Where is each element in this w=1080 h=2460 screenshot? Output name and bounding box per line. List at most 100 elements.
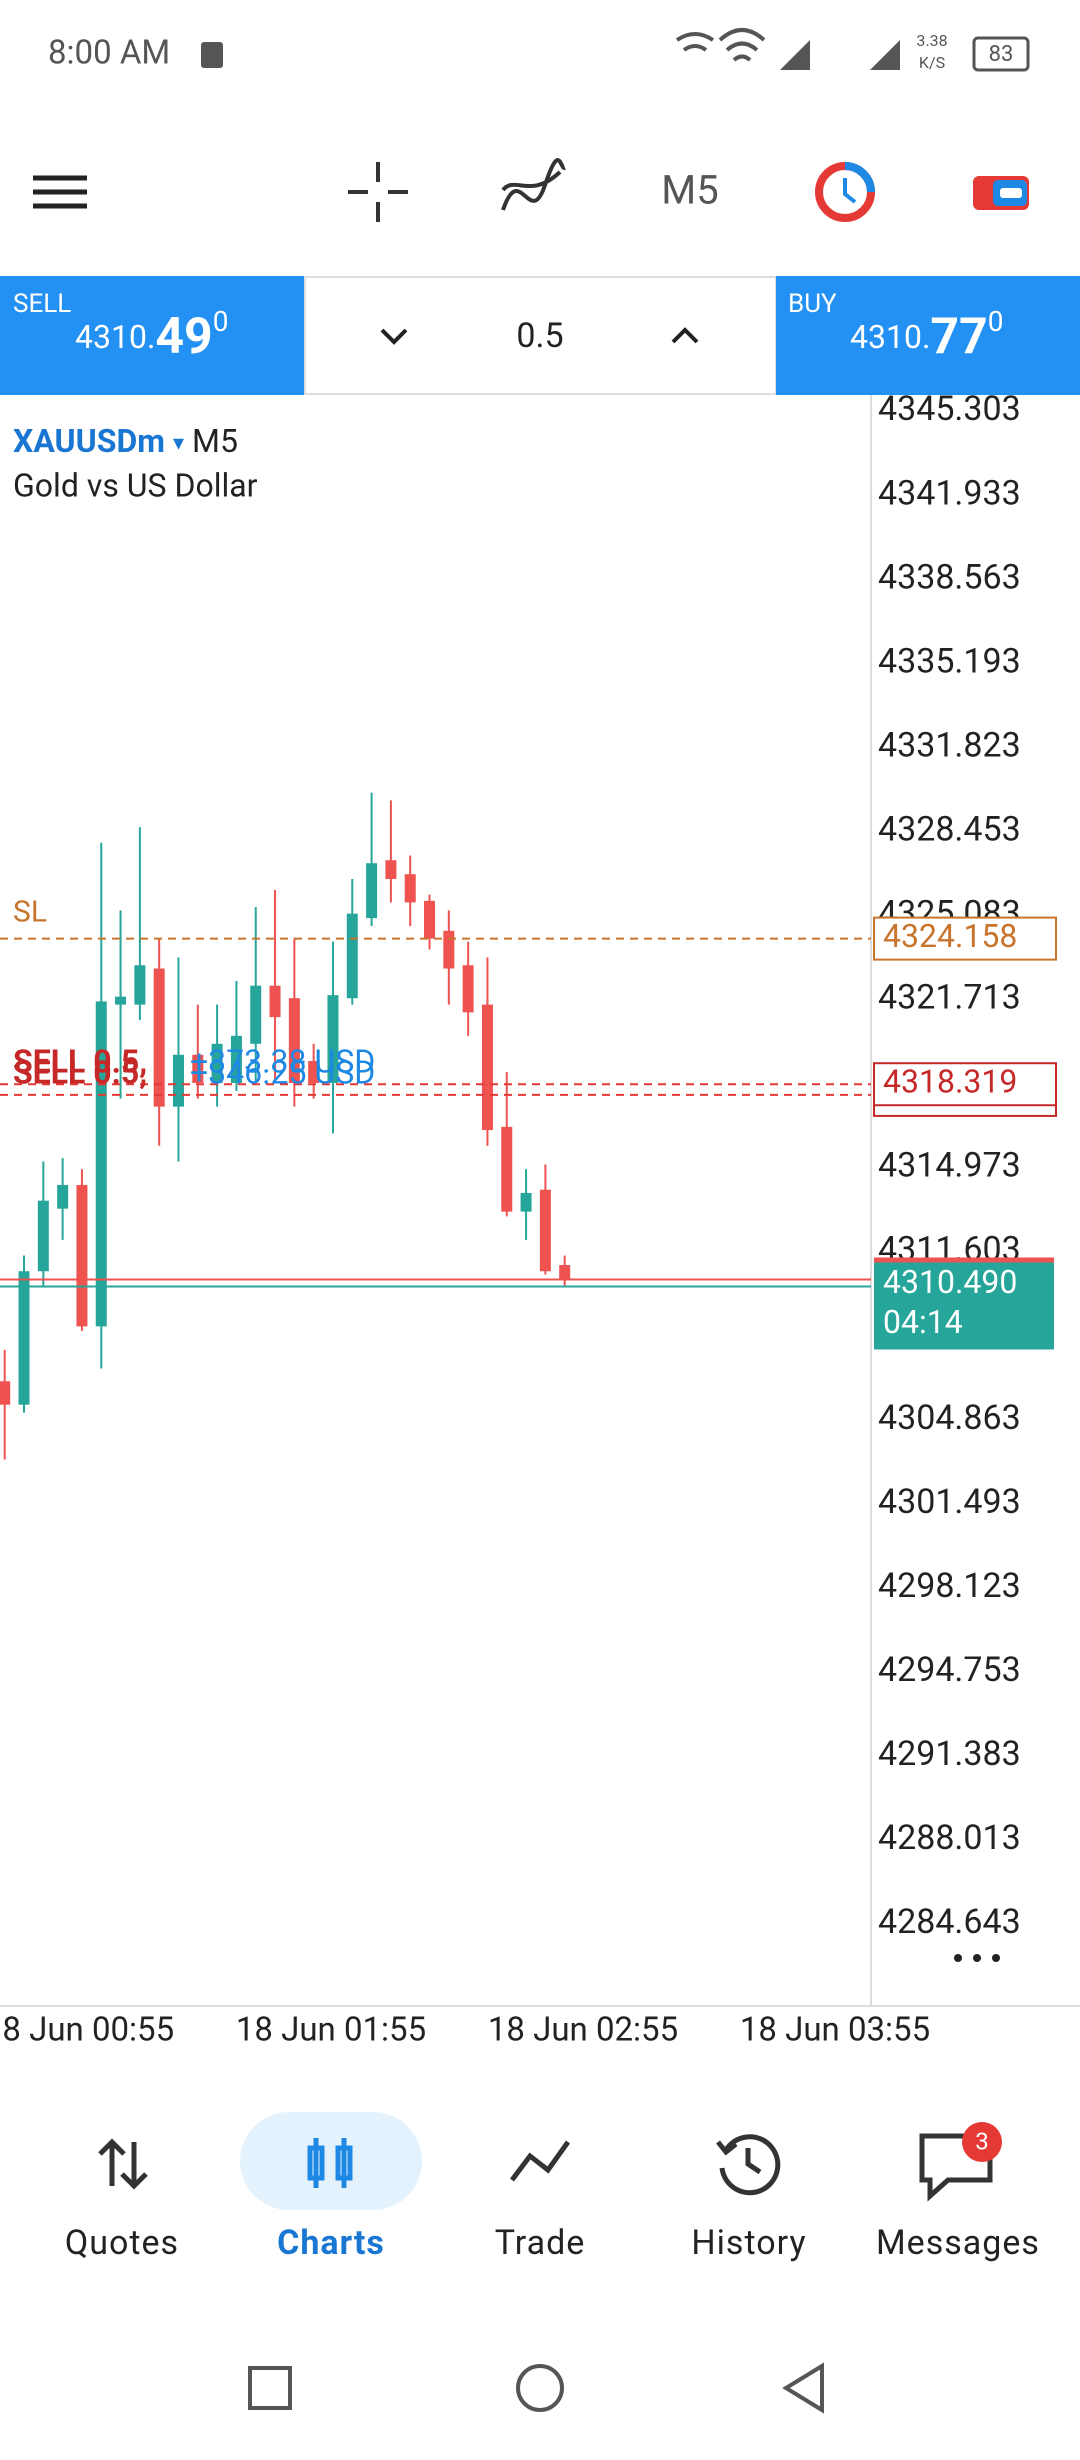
y-tick-label: 4301.493	[878, 1482, 1021, 1522]
sell-price: 4310.490	[75, 305, 229, 366]
sl-price-box	[873, 916, 1057, 961]
indicators-button[interactable]	[501, 158, 566, 211]
candle-body	[95, 1001, 107, 1327]
quotes-icon	[98, 2138, 148, 2190]
chart-description: Gold vs US Dollar	[13, 466, 258, 504]
candle-body	[115, 996, 127, 1005]
menu-button[interactable]	[33, 175, 87, 209]
candle-body	[443, 930, 455, 969]
candle-body	[192, 1054, 204, 1083]
candle-body	[520, 1192, 532, 1212]
badge-count: 3	[975, 2127, 989, 2155]
candle-body	[559, 1265, 571, 1280]
x-tick-label: 18 Jun 02:55	[488, 2011, 678, 2050]
history-icon	[716, 2134, 781, 2196]
candle-body	[37, 1200, 49, 1272]
y-tick-label: 4338.563	[878, 557, 1021, 597]
timeframe-button[interactable]: M5	[661, 167, 718, 214]
position-side: SELL 0.5,	[13, 1053, 147, 1091]
status-time: 8:00 AM	[48, 34, 170, 73]
y-tick-label: 4314.973	[878, 1146, 1021, 1186]
wifi-icon	[718, 28, 766, 62]
trade-toggle-button[interactable]	[973, 176, 1029, 210]
nav-label[interactable]: Charts	[277, 2223, 385, 2263]
charts-icon	[307, 2138, 353, 2188]
dnd-icon	[675, 32, 715, 52]
candle-body	[153, 968, 165, 1107]
battery	[972, 36, 1030, 72]
candle-body	[539, 1189, 551, 1272]
recents-button[interactable]	[248, 2366, 292, 2410]
lot-size[interactable]: 0.5	[516, 316, 563, 356]
more-button[interactable]	[954, 1954, 1000, 1962]
lot-decrease[interactable]	[380, 328, 408, 345]
y-tick-label: 4304.863	[878, 1398, 1021, 1438]
y-tick-label: 4298.123	[878, 1566, 1021, 1606]
x-tick-label: 18 Jun 03:55	[740, 2011, 930, 2050]
nav-label[interactable]: Quotes	[65, 2223, 179, 2263]
candle-body	[134, 965, 146, 1005]
home-button[interactable]	[516, 2364, 564, 2412]
signal-icon	[780, 40, 810, 70]
chart-symbol: XAUUSDm ▾ M5	[13, 422, 238, 460]
candle-body	[230, 1035, 242, 1083]
candle-body	[404, 874, 416, 903]
y-tick-label: 4284.643	[878, 1902, 1021, 1942]
sell-label: SELL	[13, 289, 71, 319]
buy-button[interactable]	[776, 276, 1080, 395]
lot-selector	[304, 276, 777, 395]
bid-price: 4310.490	[883, 1263, 1017, 1301]
clock-button[interactable]	[815, 162, 875, 222]
y-tick-label: 4294.753	[878, 1650, 1021, 1690]
sell-button[interactable]	[0, 276, 305, 395]
y-tick-label: 4321.713	[878, 978, 1021, 1018]
candle-body	[308, 1061, 320, 1083]
buy-label: BUY	[788, 289, 837, 319]
candle-body	[57, 1184, 69, 1209]
crosshair-button[interactable]	[348, 162, 408, 222]
candle-body	[424, 900, 436, 939]
sl-label: SL	[13, 895, 47, 930]
buy-price: 4310.770	[850, 305, 1004, 366]
battery-level: 83	[989, 42, 1014, 67]
position-price-box	[873, 1062, 1057, 1107]
candle-body	[346, 913, 358, 999]
candle-body	[0, 1381, 11, 1405]
nav-label[interactable]: Trade	[495, 2223, 586, 2263]
candle-body	[327, 995, 339, 1083]
position-side: SELL 0.5,	[13, 1043, 147, 1081]
nav-label[interactable]: History	[691, 2223, 806, 2263]
x-tick-label: 18 Jun 00:55	[0, 2011, 174, 2050]
y-tick-label: 4331.823	[878, 725, 1021, 765]
bid-price-box	[874, 1257, 1054, 1350]
sl-price: 4324.158	[883, 917, 1017, 955]
candle-body	[269, 985, 281, 1018]
y-tick-label: 4341.933	[878, 473, 1021, 513]
y-tick-label: 4291.383	[878, 1734, 1021, 1774]
status-icon	[201, 42, 223, 68]
candle-body	[76, 1184, 88, 1327]
nav-label[interactable]: Messages	[876, 2223, 1040, 2263]
y-tick-label: 4328.453	[878, 809, 1021, 849]
bid-price-box-top	[874, 1257, 1054, 1263]
y-tick-label: 4288.013	[878, 1818, 1021, 1858]
position-profit: +373.38 USD	[190, 1043, 375, 1081]
lot-increase[interactable]	[671, 327, 699, 344]
net-speed: 3.38	[916, 31, 947, 50]
candle-body	[172, 1054, 184, 1107]
active-tab-bg	[240, 2112, 422, 2210]
trade-icon	[510, 2140, 571, 2182]
back-button[interactable]	[782, 2362, 824, 2414]
x-tick-label: 18 Jun 01:55	[236, 2011, 426, 2050]
y-tick-label: 4335.193	[878, 641, 1021, 681]
position-profit: +346.25 USD	[190, 1053, 375, 1091]
candle-body	[366, 863, 378, 919]
signal-icon	[870, 40, 900, 70]
candle-body	[501, 1126, 513, 1212]
candle-body	[18, 1271, 30, 1405]
candle-body	[250, 985, 262, 1044]
candle-body	[385, 860, 397, 879]
y-tick-label: 4345.303	[878, 389, 1021, 429]
